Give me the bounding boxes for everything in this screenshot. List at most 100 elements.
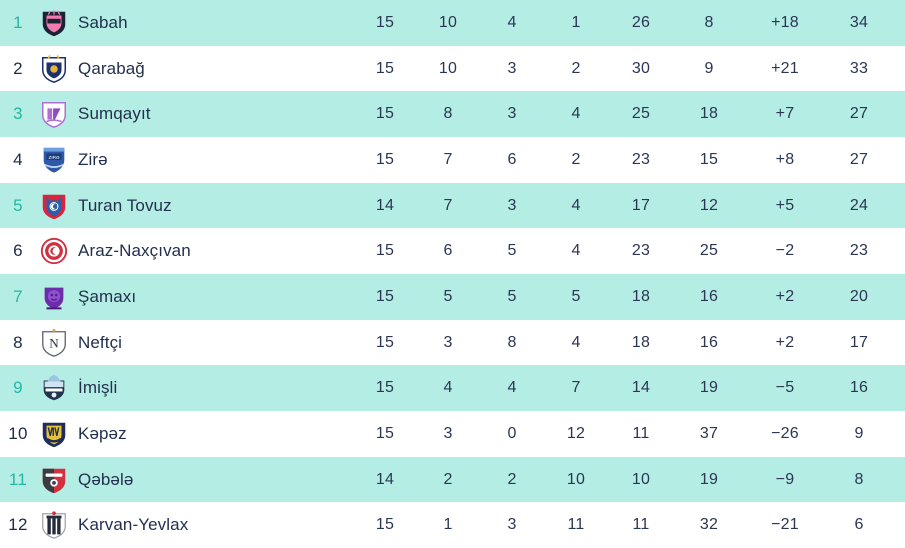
goals-against-cell: 37 bbox=[699, 424, 719, 442]
rank-cell: 6 bbox=[13, 241, 23, 261]
goal-difference-cell: −21 bbox=[771, 516, 799, 534]
drawn-cell: 2 bbox=[507, 470, 517, 488]
team-name[interactable]: İmişli bbox=[78, 378, 118, 398]
goals-for-cell: 30 bbox=[631, 59, 651, 77]
team-name[interactable]: Araz-Naxçıvan bbox=[78, 241, 191, 261]
lost-cell: 4 bbox=[571, 333, 581, 351]
played-cell: 15 bbox=[375, 424, 395, 442]
goals-against-cell: 15 bbox=[699, 150, 719, 168]
drawn-cell: 3 bbox=[507, 105, 517, 123]
table-row[interactable]: 4 ZIRƏ Zirə 15 7 6 2 23 15 +8 27 bbox=[0, 137, 905, 183]
won-cell: 7 bbox=[443, 196, 453, 214]
won-cell: 7 bbox=[443, 150, 453, 168]
lost-cell: 5 bbox=[571, 287, 581, 305]
table-row[interactable]: 2 Qarabağ 15 10 3 2 30 9 +21 33 bbox=[0, 45, 905, 92]
sabah-crest-icon bbox=[38, 7, 70, 39]
points-cell: 6 bbox=[854, 516, 864, 534]
table-row[interactable]: 8 N Neftçi 15 3 8 4 18 16 +2 17 bbox=[0, 319, 905, 366]
goals-against-cell: 25 bbox=[699, 242, 719, 260]
goal-difference-cell: −5 bbox=[775, 379, 795, 397]
table-row[interactable]: 6 Araz-Naxçıvan 15 6 5 4 23 25 −2 23 bbox=[0, 228, 905, 275]
rank-cell: 8 bbox=[13, 332, 23, 352]
goal-difference-cell: +7 bbox=[775, 105, 795, 123]
points-cell: 23 bbox=[849, 242, 869, 260]
table-row[interactable]: 7 Şamaxı 15 5 5 5 18 16 +2 20 bbox=[0, 274, 905, 320]
goals-against-cell: 19 bbox=[699, 470, 719, 488]
table-row[interactable]: 10 Kəpəz 15 3 0 12 11 37 −26 9 bbox=[0, 411, 905, 457]
team-name[interactable]: Neftçi bbox=[78, 332, 123, 352]
played-cell: 15 bbox=[375, 333, 395, 351]
points-cell: 8 bbox=[854, 470, 864, 488]
drawn-cell: 6 bbox=[507, 150, 517, 168]
rank-cell: 12 bbox=[8, 515, 28, 535]
played-cell: 14 bbox=[375, 470, 395, 488]
goal-difference-cell: +21 bbox=[771, 59, 799, 77]
played-cell: 15 bbox=[375, 59, 395, 77]
goal-difference-cell: −26 bbox=[771, 424, 799, 442]
lost-cell: 11 bbox=[567, 516, 585, 534]
team-name[interactable]: Karvan-Yevlax bbox=[78, 515, 189, 535]
lost-cell: 2 bbox=[571, 150, 581, 168]
rank-cell: 5 bbox=[13, 195, 23, 215]
table-row[interactable]: 1 Sabah 15 10 4 1 26 8 +18 34 bbox=[0, 0, 905, 46]
goals-for-cell: 25 bbox=[631, 105, 651, 123]
lost-cell: 10 bbox=[566, 470, 586, 488]
drawn-cell: 4 bbox=[507, 379, 517, 397]
team-name[interactable]: Zirə bbox=[78, 149, 108, 169]
table-row[interactable]: 3 Sumqayıt 15 8 3 4 25 18 +7 27 bbox=[0, 91, 905, 138]
team-name[interactable]: Şamaxı bbox=[78, 286, 137, 306]
goals-for-cell: 26 bbox=[631, 13, 651, 31]
drawn-cell: 8 bbox=[507, 333, 517, 351]
goals-for-cell: 10 bbox=[631, 470, 651, 488]
team-name[interactable]: Qarabağ bbox=[78, 58, 145, 78]
won-cell: 1 bbox=[443, 516, 453, 534]
drawn-cell: 3 bbox=[507, 516, 517, 534]
drawn-cell: 5 bbox=[507, 242, 517, 260]
drawn-cell: 0 bbox=[507, 424, 517, 442]
goals-against-cell: 18 bbox=[699, 105, 719, 123]
rank-cell: 9 bbox=[13, 378, 23, 398]
qarabag-crest-icon bbox=[38, 53, 70, 85]
goals-for-cell: 14 bbox=[631, 379, 651, 397]
won-cell: 2 bbox=[443, 470, 453, 488]
lost-cell: 7 bbox=[571, 379, 581, 397]
team-name[interactable]: Sabah bbox=[78, 12, 128, 32]
goal-difference-cell: +2 bbox=[775, 333, 795, 351]
sumqayit-crest-icon bbox=[38, 98, 70, 130]
goals-against-cell: 19 bbox=[699, 379, 719, 397]
table-row[interactable]: 11 Qəbələ 14 2 2 10 10 19 −9 8 bbox=[0, 456, 905, 503]
team-name[interactable]: Qəbələ bbox=[78, 469, 134, 489]
goals-for-cell: 11 bbox=[632, 424, 650, 442]
won-cell: 8 bbox=[443, 105, 453, 123]
imisli-crest-icon bbox=[38, 372, 70, 404]
points-cell: 16 bbox=[849, 379, 869, 397]
won-cell: 5 bbox=[443, 287, 453, 305]
goal-difference-cell: +8 bbox=[775, 150, 795, 168]
points-cell: 9 bbox=[854, 424, 864, 442]
team-name[interactable]: Kəpəz bbox=[78, 423, 127, 443]
goal-difference-cell: +2 bbox=[775, 287, 795, 305]
points-cell: 20 bbox=[849, 287, 869, 305]
neftci-crest-icon: N bbox=[38, 327, 70, 359]
played-cell: 14 bbox=[375, 196, 395, 214]
svg-text:N: N bbox=[49, 335, 59, 350]
points-cell: 34 bbox=[849, 13, 869, 31]
karvan-yevlax-crest-icon bbox=[38, 509, 70, 541]
won-cell: 10 bbox=[438, 59, 458, 77]
goals-for-cell: 23 bbox=[631, 150, 651, 168]
goals-for-cell: 18 bbox=[631, 287, 651, 305]
lost-cell: 4 bbox=[571, 105, 581, 123]
goals-against-cell: 12 bbox=[699, 196, 719, 214]
qabala-crest-icon bbox=[38, 464, 70, 496]
lost-cell: 12 bbox=[566, 424, 586, 442]
table-row[interactable]: 9 İmişli 15 4 4 7 14 19 −5 16 bbox=[0, 365, 905, 412]
lost-cell: 1 bbox=[571, 13, 581, 31]
table-row[interactable]: 5 Turan Tovuz 14 7 3 4 17 12 +5 24 bbox=[0, 182, 905, 229]
played-cell: 15 bbox=[375, 105, 395, 123]
team-name[interactable]: Sumqayıt bbox=[78, 104, 151, 124]
team-name[interactable]: Turan Tovuz bbox=[78, 195, 172, 215]
played-cell: 15 bbox=[375, 242, 395, 260]
table-row[interactable]: 12 Karvan-Yevlax 15 1 3 11 11 32 −21 6 bbox=[0, 502, 905, 548]
rank-cell: 11 bbox=[8, 469, 28, 489]
